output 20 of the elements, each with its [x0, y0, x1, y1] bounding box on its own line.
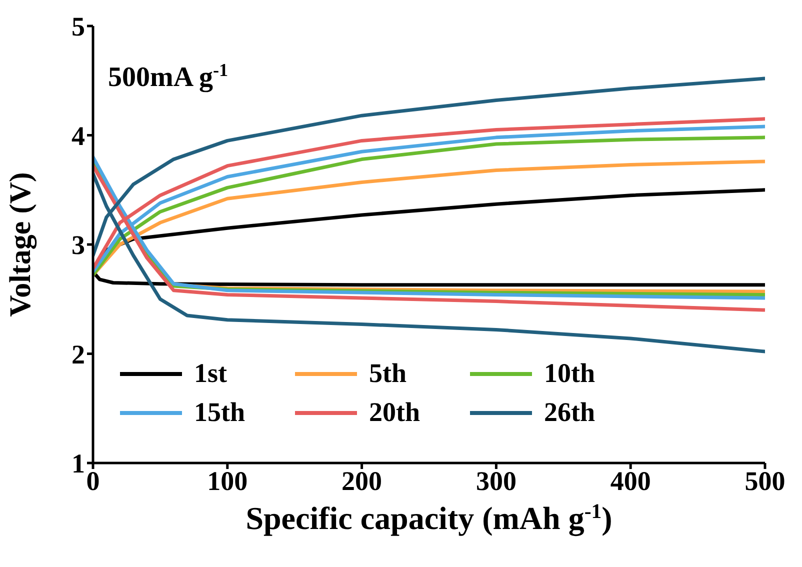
y-axis-title: Voltage (V) — [4, 172, 37, 317]
annotation: 500mA g$^{-1}$ — [108, 60, 228, 93]
x-tick-label: 500 — [744, 466, 786, 496]
legend-label: 26th — [544, 397, 596, 428]
legend-label: 1st — [194, 358, 227, 389]
y-tick-label: 3 — [72, 230, 85, 260]
legend-label: 10th — [544, 358, 596, 389]
x-tick-label: 100 — [207, 466, 248, 496]
legend-label: 20th — [369, 397, 420, 428]
x-tick-label: 0 — [86, 466, 100, 496]
legend-label: 5th — [369, 358, 407, 389]
y-tick-label: 1 — [72, 448, 85, 479]
x-tick-label: 300 — [476, 466, 516, 496]
y-tick-label: 2 — [72, 339, 85, 370]
x-tick-label: 400 — [610, 466, 651, 496]
y-tick-label: 4 — [72, 120, 85, 151]
x-axis-title: Specific capacity (mAh g$^{-1}$) — [246, 500, 612, 537]
x-tick-label: 200 — [342, 466, 382, 496]
legend-label: 15th — [194, 397, 246, 428]
y-tick-label: 5 — [72, 12, 85, 42]
